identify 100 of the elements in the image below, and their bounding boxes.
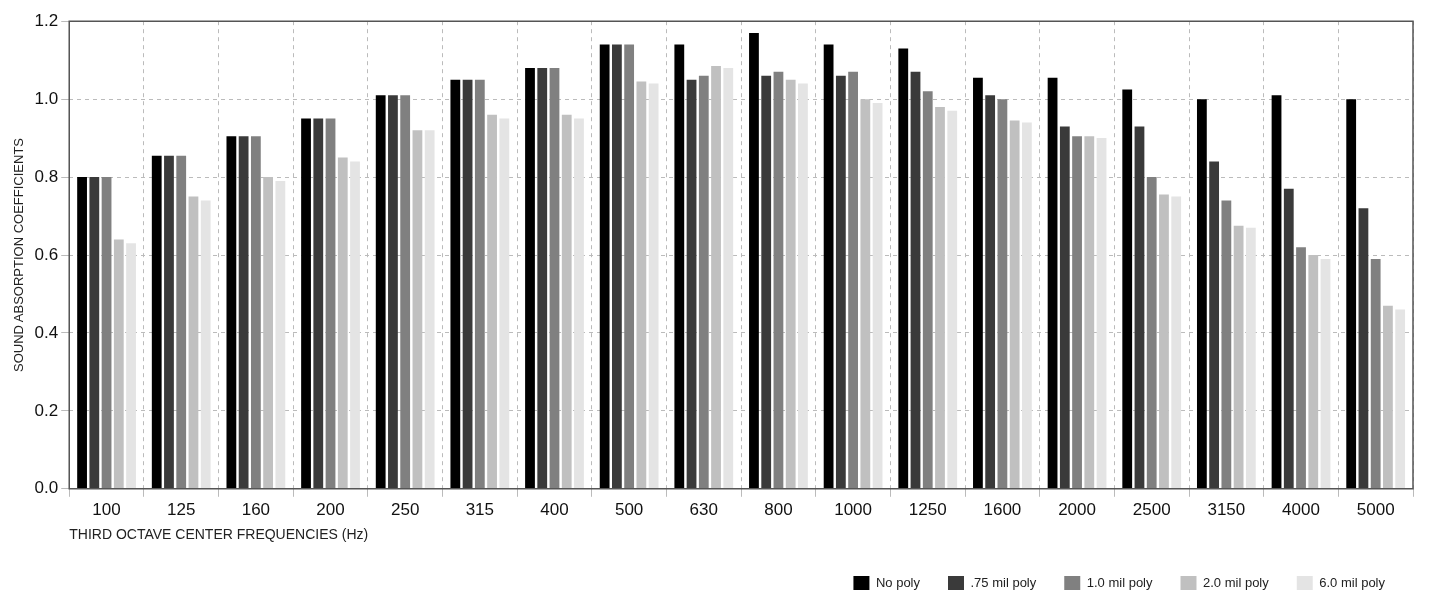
bar (164, 155, 174, 489)
bar (1146, 177, 1157, 489)
bar (275, 180, 286, 489)
x-tick-label: 100 (92, 499, 121, 519)
x-tick-label: 5000 (1356, 499, 1395, 519)
legend-label: 6.0 mil poly (1319, 574, 1386, 590)
bar (761, 75, 772, 489)
bar (77, 177, 87, 489)
y-tick-label: 1.0 (34, 88, 59, 108)
bar (1370, 258, 1381, 489)
bar (126, 243, 136, 489)
x-tick-label: 2000 (1058, 499, 1096, 519)
bar (1221, 200, 1232, 489)
bar (898, 48, 909, 489)
bar (1346, 99, 1357, 489)
legend-label: 2.0 mil poly (1203, 574, 1270, 590)
bar (462, 79, 473, 489)
x-tick-label: 3150 (1207, 499, 1246, 519)
bar (1358, 208, 1369, 489)
bar (1245, 227, 1256, 489)
bar (674, 44, 685, 489)
bar (872, 103, 883, 489)
x-tick-label: 1250 (908, 499, 947, 519)
bar (947, 110, 958, 489)
bar (499, 118, 510, 489)
bar (388, 95, 398, 489)
y-tick-label: 0.8 (34, 166, 59, 186)
x-tick-label: 200 (316, 499, 345, 519)
bar (835, 75, 846, 489)
bar (1296, 247, 1306, 489)
bar (1171, 196, 1182, 489)
bar (226, 136, 237, 489)
bar (1395, 309, 1406, 489)
bar (424, 130, 435, 489)
bar (400, 95, 411, 489)
x-tick-label: 500 (614, 499, 644, 519)
bar (723, 67, 734, 489)
bar (773, 71, 784, 489)
bar (1047, 77, 1058, 489)
bar (1021, 122, 1032, 489)
y-tick-label: 0.0 (34, 478, 59, 498)
bar (749, 32, 759, 489)
bar (1271, 95, 1282, 489)
bar (200, 200, 211, 489)
bar (1320, 258, 1331, 489)
bar (798, 83, 808, 489)
bar (910, 71, 921, 489)
y-tick-label: 1.2 (34, 10, 59, 30)
bar (1072, 136, 1082, 489)
bar (1122, 89, 1133, 489)
bar (648, 83, 659, 489)
bar (599, 44, 610, 489)
legend-label: 1.0 mil poly (1086, 574, 1153, 590)
bar (301, 118, 311, 489)
legend-label: No poly (875, 574, 921, 590)
bar (985, 95, 996, 489)
bar (922, 91, 933, 489)
x-tick-label: 315 (465, 499, 495, 519)
bar (151, 155, 162, 489)
y-tick-label: 0.4 (34, 322, 59, 342)
bar (1196, 99, 1207, 489)
bar (973, 77, 983, 489)
bar (474, 79, 485, 489)
bar (574, 118, 584, 489)
bar (325, 118, 336, 489)
bar (450, 79, 461, 489)
bar (350, 161, 360, 489)
bar (686, 79, 697, 489)
bar (1209, 161, 1220, 489)
bar (250, 136, 261, 489)
x-tick-label: 1000 (834, 499, 873, 519)
x-tick-label: 800 (764, 499, 793, 519)
x-tick-label: 630 (689, 499, 718, 519)
bar (823, 44, 834, 489)
bar (375, 95, 386, 489)
x-tick-label: 2500 (1132, 499, 1171, 519)
y-axis-title: SOUND ABSORPTION COEFFICIENTS (11, 137, 27, 373)
bar (848, 71, 858, 489)
bar (176, 155, 187, 489)
bar (612, 44, 622, 489)
x-tick-label: 160 (241, 499, 271, 519)
x-axis-title: THIRD OCTAVE CENTER FREQUENCIES (Hz) (69, 526, 369, 543)
x-tick-label: 400 (540, 499, 569, 519)
bar (525, 67, 535, 489)
bar (549, 67, 560, 489)
bar (1059, 126, 1070, 489)
bar (89, 177, 100, 489)
bar (1096, 138, 1107, 489)
y-tick-label: 0.2 (34, 400, 59, 420)
bar (101, 177, 112, 489)
x-tick-label: 125 (167, 499, 196, 519)
y-tick-label: 0.6 (34, 244, 59, 264)
legend-label: .75 mil poly (970, 574, 1037, 590)
bar (1134, 126, 1145, 489)
bar (537, 67, 548, 489)
bar (624, 44, 635, 489)
bar (238, 136, 249, 489)
bar (997, 99, 1008, 489)
bar (313, 118, 324, 489)
bar (1283, 188, 1294, 489)
